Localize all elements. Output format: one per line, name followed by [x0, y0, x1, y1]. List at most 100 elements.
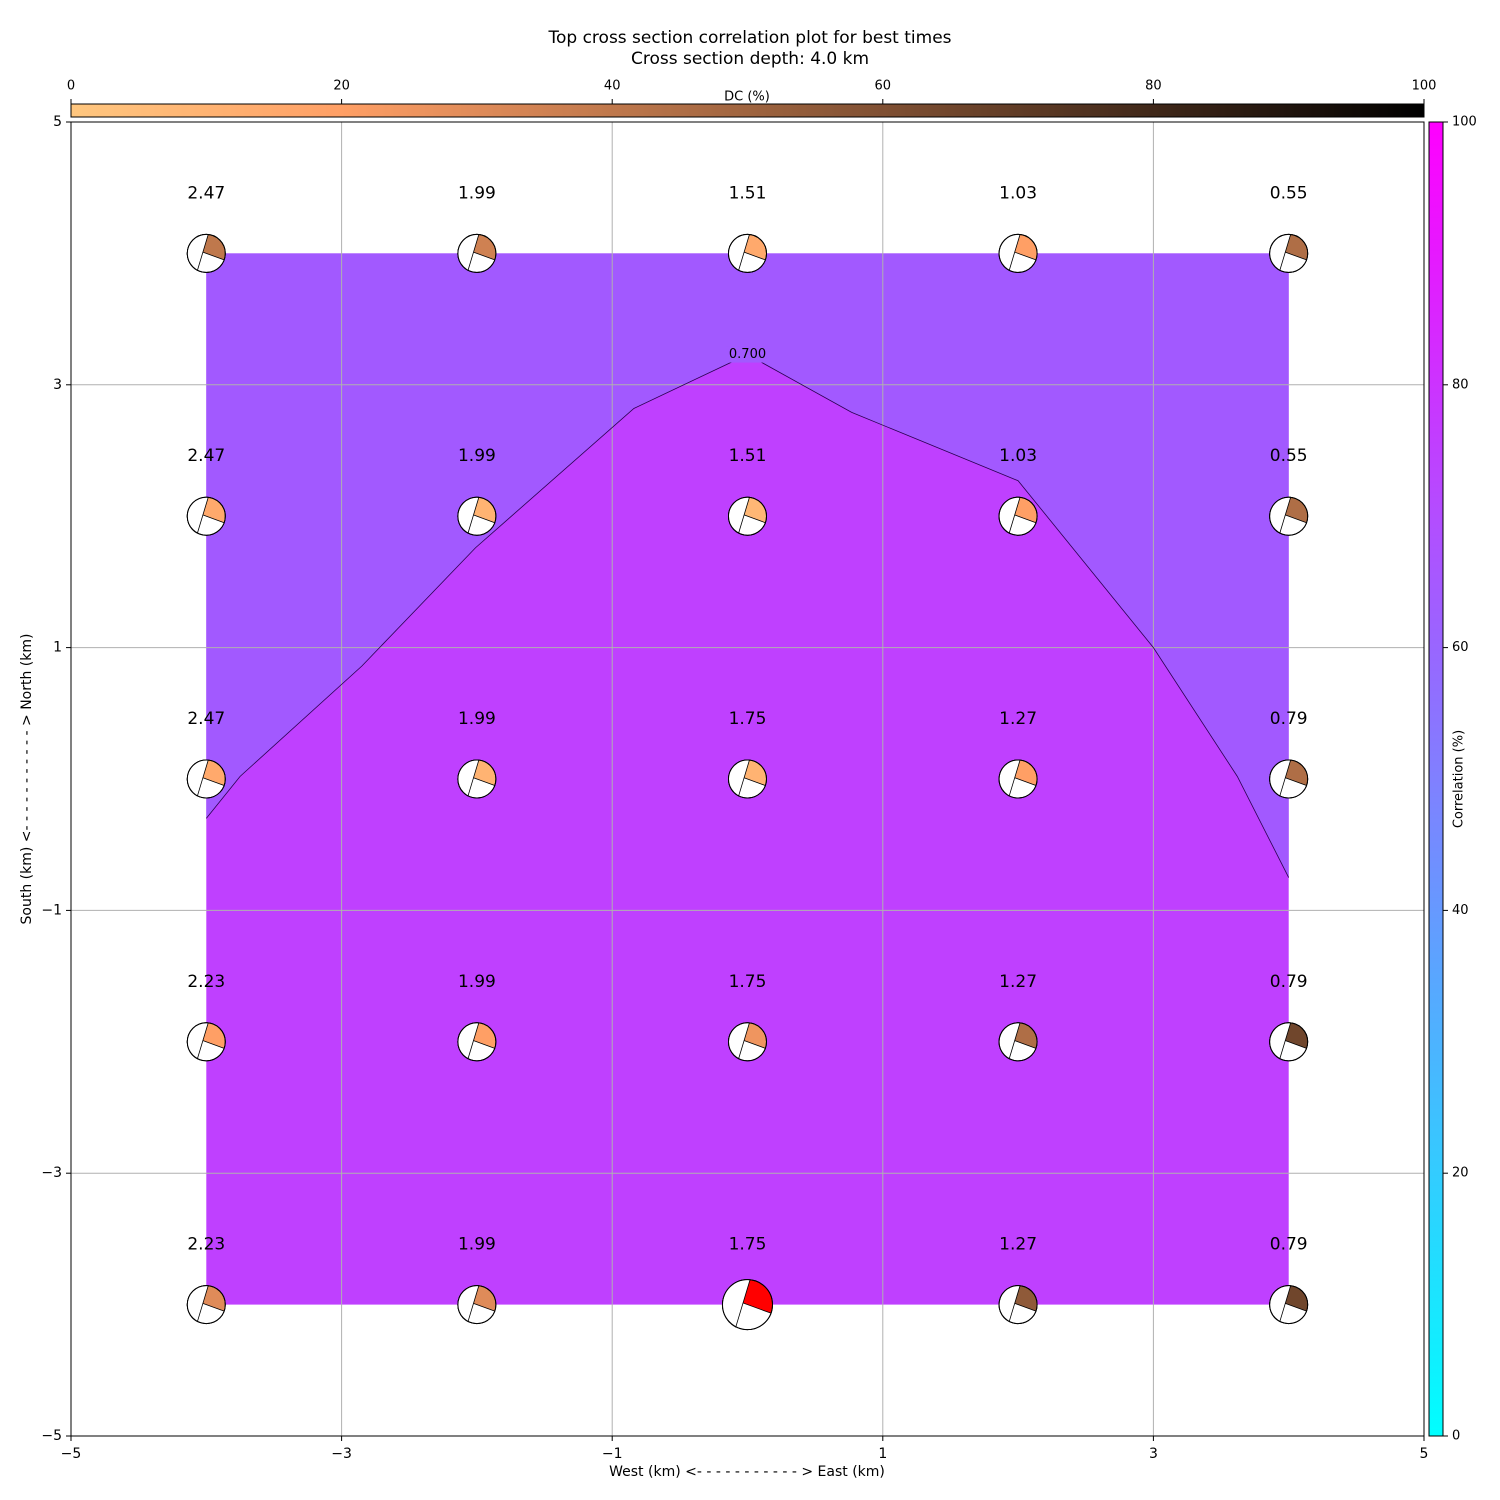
beachball	[457, 759, 497, 799]
x-tick-label: 3	[1149, 1446, 1158, 1462]
colorbar-label: Correlation (%)	[1452, 730, 1467, 828]
y-tick-label: 1	[53, 640, 62, 656]
chart-title: Top cross section correlation plot for b…	[547, 28, 951, 48]
y-tick-label: −1	[41, 902, 62, 918]
time-label: 2.47	[187, 709, 225, 729]
contour-label: 0.700	[729, 347, 766, 362]
beachball	[186, 496, 226, 536]
time-label: 1.03	[999, 183, 1037, 203]
colorbar-tick-label: 20	[333, 79, 350, 94]
beachball-outline	[1269, 1285, 1309, 1325]
beachball	[727, 1022, 767, 1062]
time-label: 1.99	[458, 709, 496, 729]
beachball-outline	[998, 233, 1038, 273]
colorbar	[1428, 121, 1444, 1437]
beachball-outline	[728, 1022, 767, 1062]
time-label: 1.03	[999, 446, 1037, 466]
beachball	[727, 496, 767, 536]
beachball-outline	[457, 233, 497, 273]
x-axis-label: West (km) <- - - - - - - - - - - > East …	[609, 1464, 885, 1480]
beachball	[457, 1285, 497, 1325]
plot-frame	[70, 121, 1425, 1437]
beachball	[1269, 496, 1309, 536]
time-label: 1.27	[999, 709, 1037, 729]
beachball	[1269, 233, 1309, 273]
time-label: 1.99	[458, 1235, 496, 1255]
time-label: 1.27	[999, 972, 1037, 992]
colorbar-tick-label: 80	[1145, 79, 1162, 94]
time-label: 1.99	[458, 183, 496, 203]
time-label: 0.79	[1270, 709, 1308, 729]
beachball	[998, 1022, 1038, 1062]
time-label: 1.99	[458, 446, 496, 466]
colorbar-label: DC (%)	[724, 90, 770, 105]
colorbar-tick-label: 80	[1452, 377, 1469, 392]
beachball	[998, 496, 1038, 536]
time-label: 2.23	[187, 972, 225, 992]
beachball	[186, 1285, 226, 1325]
colorbar-tick-label: 0	[67, 79, 75, 94]
beachball-outline	[457, 1022, 497, 1062]
beachball-outline	[186, 759, 226, 799]
beachball	[998, 759, 1038, 799]
y-tick-label: 5	[53, 114, 62, 130]
beachball	[1269, 1285, 1309, 1325]
colorbar-tick-label: 60	[875, 79, 892, 94]
time-label: 1.75	[729, 1235, 767, 1255]
beachball-outline	[457, 496, 497, 536]
time-label: 0.79	[1270, 1235, 1308, 1255]
chart-subtitle: Cross section depth: 4.0 km	[631, 49, 869, 69]
beachball	[1269, 759, 1309, 799]
colorbar-tick-label: 100	[1412, 79, 1437, 94]
x-tick-label: −3	[331, 1446, 352, 1462]
beachball-outline	[1269, 496, 1309, 536]
beachball-outline	[457, 1285, 497, 1325]
time-label: 1.51	[729, 183, 767, 203]
time-label: 0.55	[1270, 446, 1308, 466]
beachball-outline	[1269, 233, 1309, 273]
beachball-outline	[722, 1279, 773, 1331]
time-label: 1.51	[729, 446, 767, 466]
time-label: 2.47	[187, 446, 225, 466]
beachball	[727, 759, 767, 799]
colorbar-tick-label: 100	[1452, 115, 1477, 130]
beachball	[457, 233, 497, 273]
beachball-outline	[998, 1285, 1038, 1325]
x-tick-label: −1	[602, 1446, 623, 1462]
beachball	[186, 233, 226, 273]
beachball-outline	[998, 759, 1038, 799]
colorbar-tick-label: 40	[1452, 903, 1469, 918]
beachball	[1269, 1022, 1309, 1062]
time-label: 2.23	[187, 1235, 225, 1255]
time-label: 1.75	[729, 709, 767, 729]
beachball-outline	[998, 496, 1038, 536]
beachball-outline	[1269, 1022, 1309, 1062]
beachball	[998, 1285, 1038, 1325]
y-tick-label: −5	[41, 1428, 62, 1444]
y-tick-label: 3	[53, 377, 62, 393]
time-label: 1.99	[458, 972, 496, 992]
colorbar-tick-label: 40	[604, 79, 621, 94]
time-label: 1.27	[999, 1235, 1037, 1255]
contour-fill	[206, 253, 1289, 878]
beachball	[186, 759, 226, 799]
beachball-outline	[728, 759, 767, 799]
beachball	[998, 233, 1038, 273]
time-label: 0.55	[1270, 183, 1308, 203]
x-tick-label: −5	[61, 1446, 82, 1462]
x-tick-label: 5	[1420, 1446, 1429, 1462]
time-label: 1.75	[729, 972, 767, 992]
colorbar	[70, 103, 1425, 118]
colorbar-tick-label: 0	[1452, 1429, 1460, 1444]
beachball-outline	[457, 759, 497, 799]
beachball-outline	[728, 233, 767, 273]
colorbar-tick-label: 20	[1452, 1166, 1469, 1181]
colorbar-tick-label: 60	[1452, 640, 1469, 655]
beachball-outline	[998, 1022, 1038, 1062]
beachball-outline	[186, 1285, 226, 1325]
beachball-outline	[1269, 759, 1309, 799]
y-tick-label: −3	[41, 1165, 62, 1181]
beachball	[457, 1022, 497, 1062]
beachball-outline	[186, 233, 226, 273]
